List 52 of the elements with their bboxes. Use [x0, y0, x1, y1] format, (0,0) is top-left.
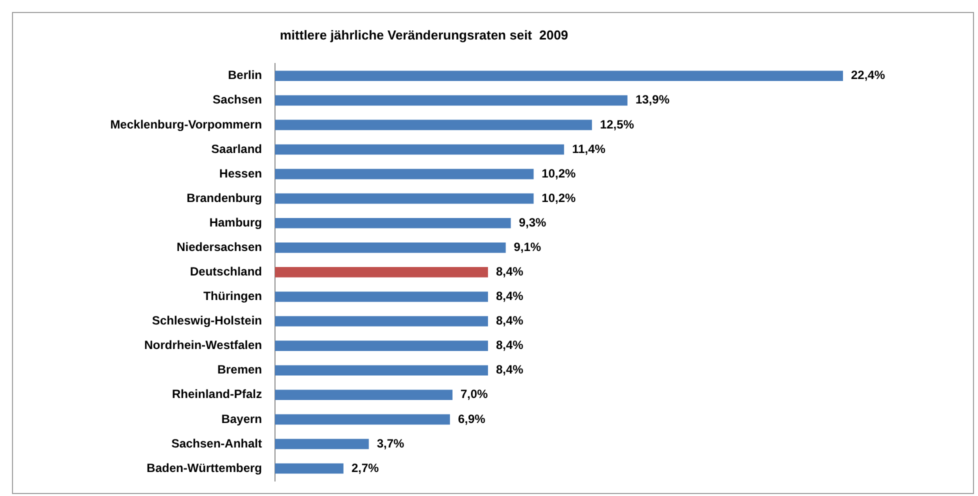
y-tick-label: Hamburg	[209, 215, 262, 230]
data-label: 8,4%	[496, 362, 524, 377]
bar	[275, 95, 628, 106]
y-tick-label: Bremen	[217, 362, 262, 377]
bar	[275, 267, 488, 278]
data-label: 12,5%	[600, 117, 634, 132]
bar	[275, 365, 488, 376]
data-label: 2,7%	[351, 460, 380, 475]
data-label: 6,9%	[458, 412, 486, 426]
bar	[275, 414, 450, 425]
bar	[275, 242, 506, 253]
bar	[275, 316, 488, 326]
bar	[275, 340, 488, 351]
data-label: 10,2%	[542, 166, 576, 180]
y-tick-label: Bayern	[221, 412, 262, 426]
data-label: 8,4%	[496, 264, 524, 279]
y-tick-label: Rheinland-Pfalz	[172, 387, 262, 402]
y-tick-label: Deutschland	[190, 264, 262, 279]
data-label: 11,4%	[572, 142, 606, 156]
bar	[275, 144, 564, 155]
bar	[275, 438, 369, 450]
bar	[275, 390, 452, 400]
bar	[275, 120, 592, 130]
y-tick-label: Nordrhein-Westfalen	[144, 338, 262, 352]
y-tick-label: Baden-Württemberg	[146, 460, 262, 475]
y-tick-label: Schleswig-Holstein	[152, 314, 262, 328]
data-label: 8,4%	[496, 289, 524, 304]
data-label: 3,7%	[376, 436, 405, 450]
y-tick-label: Sachsen	[212, 92, 262, 107]
chart-title: mittlere jährliche Veränderungsraten seit 2009	[280, 27, 568, 42]
bar	[275, 168, 534, 180]
data-label: 22,4%	[851, 68, 886, 82]
y-tick-label: Hessen	[219, 166, 262, 180]
data-label: 8,4%	[496, 314, 524, 328]
bar	[275, 218, 511, 228]
data-label: 9,1%	[514, 240, 542, 254]
y-tick-label: Brandenburg	[186, 190, 262, 205]
y-tick-label: Thüringen	[203, 289, 262, 304]
bar	[275, 193, 534, 204]
data-label: 13,9%	[635, 92, 670, 107]
data-label: 10,2%	[542, 190, 576, 205]
y-tick-label: Sachsen-Anhalt	[171, 436, 262, 450]
y-tick-label: Saarland	[211, 142, 262, 156]
bar	[275, 463, 344, 474]
y-tick-label: Niedersachsen	[176, 240, 262, 254]
y-tick-label: Berlin	[228, 68, 262, 82]
y-tick-label: Mecklenburg-Vorpommern	[110, 117, 262, 132]
bar	[275, 70, 843, 82]
bar	[275, 292, 488, 302]
data-label: 7,0%	[460, 387, 488, 402]
data-label: 8,4%	[496, 338, 524, 352]
data-label: 9,3%	[518, 215, 547, 230]
